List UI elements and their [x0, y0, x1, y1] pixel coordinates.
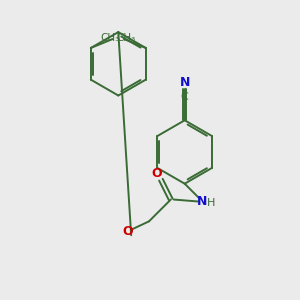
Text: N: N: [179, 76, 190, 89]
Text: O: O: [122, 225, 133, 238]
Text: O: O: [152, 167, 162, 180]
Text: H: H: [207, 197, 216, 208]
Text: CH₃: CH₃: [101, 33, 120, 43]
Text: N: N: [197, 195, 208, 208]
Text: C: C: [181, 92, 189, 103]
Text: CH₃: CH₃: [117, 33, 136, 43]
